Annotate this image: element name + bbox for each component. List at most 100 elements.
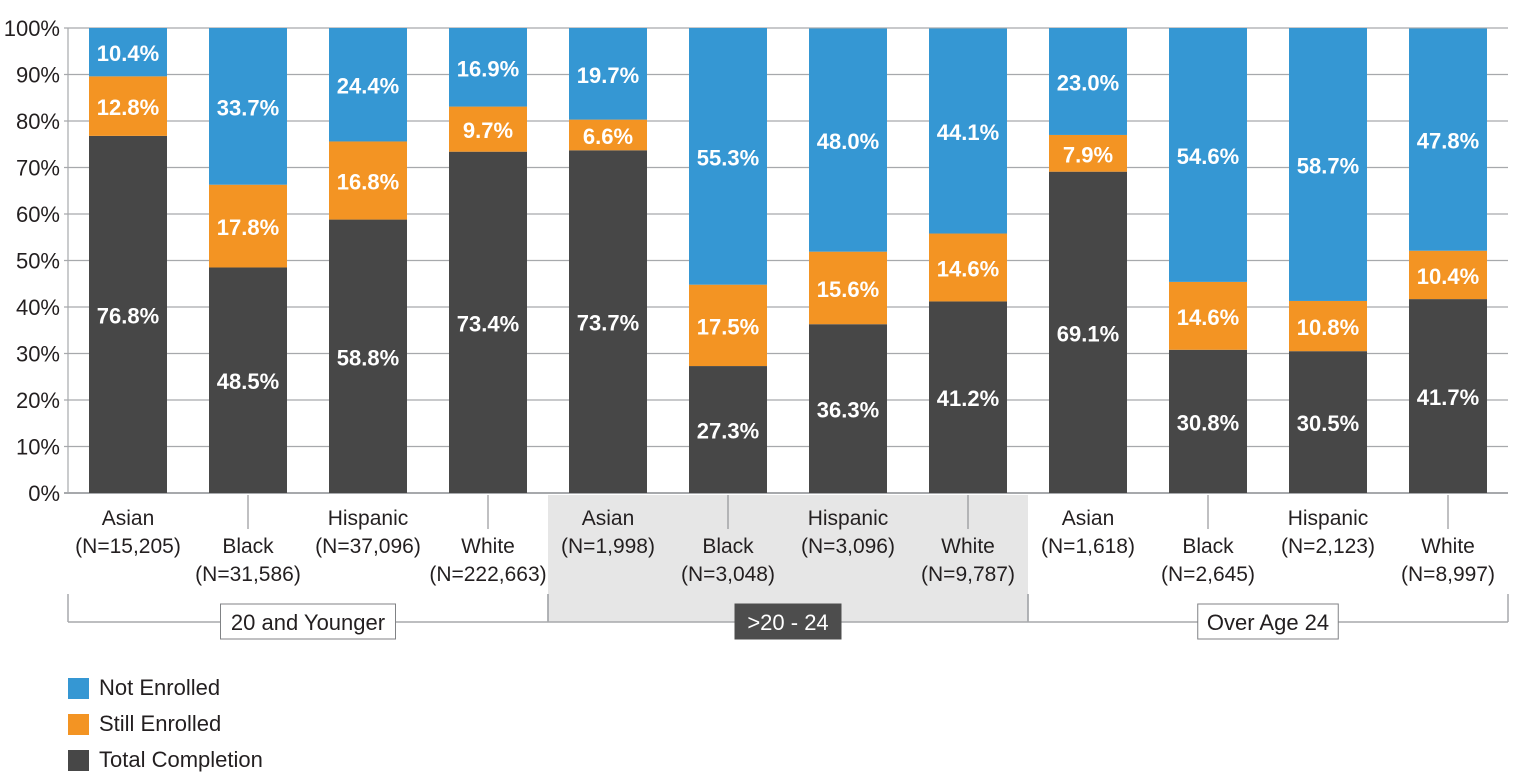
highlight-band: [548, 495, 1028, 622]
category-n-label: (N=15,205): [75, 535, 181, 558]
group-label-box: [734, 603, 842, 640]
group-label: 20 and Younger: [231, 610, 385, 635]
bar-segment-not-enrolled: [809, 28, 887, 252]
legend: Not Enrolled Still Enrolled Total Comple…: [68, 670, 263, 778]
bar-segment-still-enrolled: [569, 119, 647, 151]
category-name-label: White: [461, 535, 515, 558]
data-label-not-enrolled: 58.7%: [1297, 153, 1359, 178]
bar-segment-total-completion: [1289, 351, 1367, 493]
data-label-still-enrolled: 14.6%: [937, 256, 999, 281]
bar-segment-total-completion: [929, 301, 1007, 493]
legend-swatch-not-enrolled: [68, 677, 89, 699]
group-label: >20 - 24: [747, 610, 828, 635]
bar-segment-not-enrolled: [689, 28, 767, 285]
group-label: Over Age 24: [1207, 610, 1329, 635]
data-label-still-enrolled: 14.6%: [1177, 305, 1239, 330]
y-tick-label: 50%: [16, 249, 60, 274]
legend-swatch-still-enrolled: [68, 713, 89, 735]
bar-segment-not-enrolled: [329, 28, 407, 142]
bar-segment-total-completion: [209, 267, 287, 493]
category-n-label: (N=8,997): [1401, 563, 1495, 586]
bar-segment-still-enrolled: [449, 106, 527, 152]
data-label-still-enrolled: 17.5%: [697, 314, 759, 339]
category-name-label: White: [1421, 535, 1475, 558]
bar-segment-not-enrolled: [209, 28, 287, 185]
category-n-label: (N=31,586): [195, 563, 301, 586]
category-n-label: (N=3,048): [681, 563, 775, 586]
data-label-total-completion: 76.8%: [97, 303, 159, 328]
category-name-label: Asian: [102, 507, 155, 530]
data-label-not-enrolled: 10.4%: [97, 41, 159, 66]
legend-label: Still Enrolled: [99, 711, 222, 736]
y-tick-label: 10%: [16, 435, 60, 460]
bar-segment-still-enrolled: [929, 233, 1007, 302]
y-tick-label: 60%: [16, 202, 60, 227]
data-label-total-completion: 73.4%: [457, 311, 519, 336]
category-name-label: White: [941, 535, 995, 558]
group-label-box: [220, 603, 396, 640]
y-tick-label: 90%: [16, 63, 60, 88]
data-label-still-enrolled: 16.8%: [337, 170, 399, 195]
legend-item-still-enrolled: Still Enrolled: [68, 706, 263, 742]
legend-label: Not Enrolled: [99, 675, 221, 700]
data-label-total-completion: 41.7%: [1417, 385, 1479, 410]
data-label-still-enrolled: 12.8%: [97, 95, 159, 120]
bar-segment-not-enrolled: [1049, 28, 1127, 135]
bar-segment-total-completion: [809, 324, 887, 493]
data-label-still-enrolled: 15.6%: [817, 277, 879, 302]
bar-segment-total-completion: [1409, 299, 1487, 493]
bar-segment-not-enrolled: [1409, 28, 1487, 251]
bar-segment-still-enrolled: [809, 251, 887, 325]
bar-segment-still-enrolled: [209, 184, 287, 268]
chart-plot-area: 0% 10% 20% 30% 40% 50% 60% 70% 80% 90% 100% 76.8% 12…: [4, 16, 1509, 640]
bar-segment-still-enrolled: [1409, 250, 1487, 300]
y-tick-label: 30%: [16, 342, 60, 367]
y-tick-label: 80%: [16, 109, 60, 134]
bar-segment-not-enrolled: [1289, 28, 1367, 301]
y-tick-label: 70%: [16, 156, 60, 181]
bar-segment-not-enrolled: [1169, 28, 1247, 282]
category-name-label: Asian: [1062, 507, 1115, 530]
category-n-label: (N=2,123): [1281, 535, 1375, 558]
category-n-label: (N=2,645): [1161, 563, 1255, 586]
data-label-total-completion: 48.5%: [217, 369, 279, 394]
bar-segment-still-enrolled: [89, 76, 167, 136]
data-label-not-enrolled: 47.8%: [1417, 129, 1479, 154]
data-label-not-enrolled: 23.0%: [1057, 70, 1119, 95]
data-label-total-completion: 41.2%: [937, 386, 999, 411]
data-label-not-enrolled: 55.3%: [697, 145, 759, 170]
bar-segment-total-completion: [689, 366, 767, 493]
data-label-total-completion: 58.8%: [337, 345, 399, 370]
bar-segment-not-enrolled: [89, 28, 167, 77]
group-label-box: [1197, 603, 1339, 640]
data-label-total-completion: 36.3%: [817, 398, 879, 423]
data-label-not-enrolled: 54.6%: [1177, 144, 1239, 169]
category-n-label: (N=37,096): [315, 535, 421, 558]
data-label-still-enrolled: 6.6%: [583, 124, 633, 149]
data-label-total-completion: 30.5%: [1297, 411, 1359, 436]
bar-segment-total-completion: [569, 150, 647, 494]
data-label-still-enrolled: 10.8%: [1297, 315, 1359, 340]
legend-swatch-total-completion: [68, 749, 89, 771]
category-name-label: Hispanic: [328, 507, 409, 530]
legend-item-not-enrolled: Not Enrolled: [68, 670, 263, 706]
y-tick-label: 0%: [28, 481, 60, 506]
category-name-label: Hispanic: [808, 507, 889, 530]
bar-segment-total-completion: [329, 219, 407, 493]
legend-item-total-completion: Total Completion: [68, 742, 263, 778]
bar-segment-total-completion: [89, 135, 167, 493]
bar-segment-not-enrolled: [449, 28, 527, 107]
bar-segment-total-completion: [449, 151, 527, 493]
bar-segment-still-enrolled: [1049, 134, 1127, 172]
data-label-not-enrolled: 19.7%: [577, 63, 639, 88]
data-label-still-enrolled: 17.8%: [217, 215, 279, 240]
category-name-label: Black: [1182, 535, 1234, 558]
data-label-not-enrolled: 24.4%: [337, 74, 399, 99]
bar-segment-still-enrolled: [689, 284, 767, 367]
y-tick-label: 20%: [16, 388, 60, 413]
bar-segment-still-enrolled: [1169, 281, 1247, 350]
data-label-not-enrolled: 16.9%: [457, 56, 519, 81]
data-label-total-completion: 69.1%: [1057, 321, 1119, 346]
data-label-still-enrolled: 7.9%: [1063, 142, 1113, 167]
category-name-label: Asian: [582, 507, 635, 530]
